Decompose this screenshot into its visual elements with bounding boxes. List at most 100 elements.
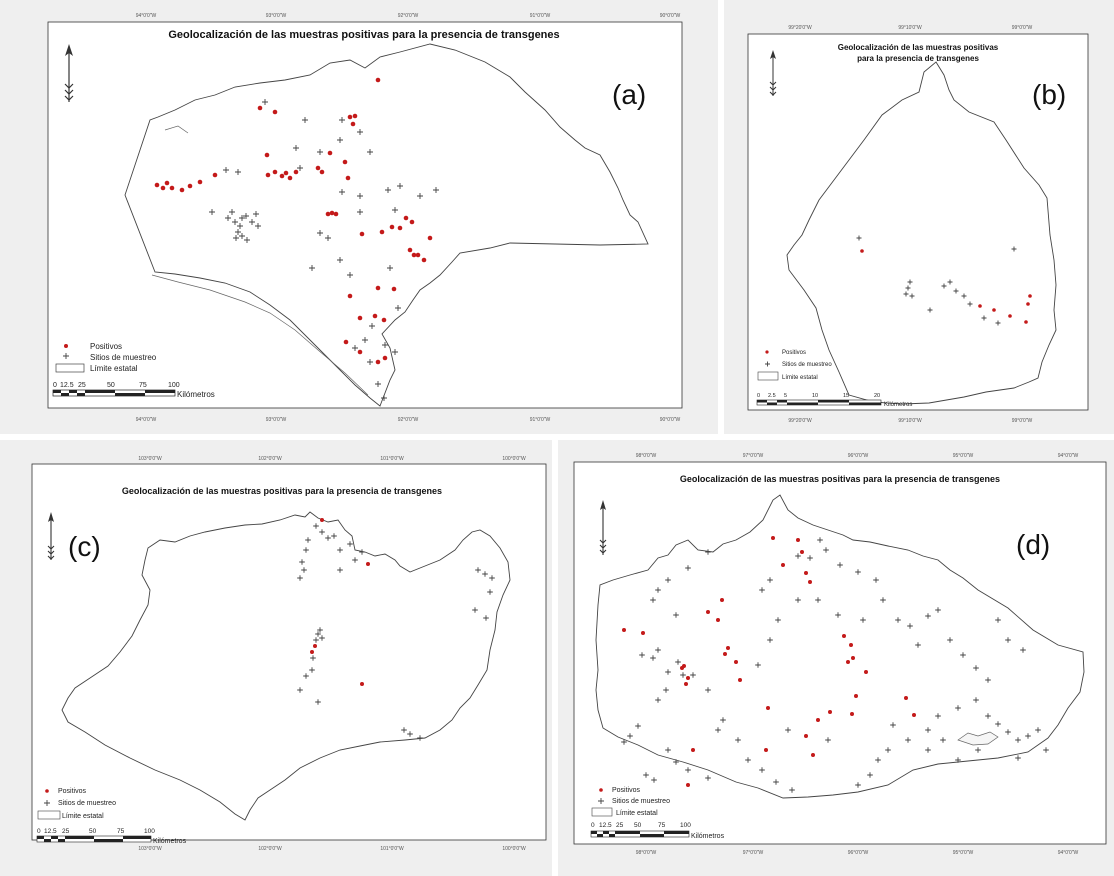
panel-b: Geolocalización de las muestras positiva… <box>724 0 1114 434</box>
sampling-site-marker <box>475 567 481 573</box>
sampling-site-marker <box>309 667 315 673</box>
positive-sample-marker <box>1008 314 1012 318</box>
legend-site-swatch <box>63 353 69 359</box>
scale-unit: Kilómetros <box>153 838 187 845</box>
scale-tick: 50 <box>634 822 642 829</box>
scale-bar: 0 12.5 25 50 75 100 Kilómetros <box>52 382 215 399</box>
sampling-site-marker <box>817 537 823 543</box>
scale-tick: 100 <box>680 822 691 829</box>
north-arrow-icon <box>769 50 777 96</box>
positive-sample-marker <box>389 224 395 230</box>
legend-boundary-label: Límite estatal <box>782 375 818 381</box>
sampling-site-marker <box>925 727 931 733</box>
lon-tick: 95°0'0"W <box>953 850 974 856</box>
sampling-site-marker <box>823 547 829 553</box>
sampling-site-marker <box>735 737 741 743</box>
sampling-site-marker <box>239 215 245 221</box>
scale-tick: 75 <box>658 822 666 829</box>
positive-sample-marker <box>350 121 356 127</box>
sampling-site-marker <box>675 659 681 665</box>
sampling-site-marker <box>995 617 1001 623</box>
lon-tick: 103°0'0"W <box>138 846 162 852</box>
scale-tick: 25 <box>616 822 624 829</box>
positive-sample-marker <box>320 518 324 522</box>
positive-sample-marker <box>796 538 800 542</box>
positive-sample-marker <box>315 165 321 171</box>
sampling-site-marker <box>1025 733 1031 739</box>
sampling-site-marker <box>685 767 691 773</box>
positive-sample-marker <box>723 652 727 656</box>
scale-tick: 0 <box>757 393 760 399</box>
positive-sample-marker <box>372 313 378 319</box>
sampling-site-marker <box>347 272 353 278</box>
sampling-site-marker <box>303 673 309 679</box>
sampling-site-marker <box>663 687 669 693</box>
sampling-site-marker <box>1005 637 1011 643</box>
sampling-site-marker <box>433 187 439 193</box>
legend-boundary-label: Límite estatal <box>90 364 138 373</box>
sampling-site-marker <box>890 722 896 728</box>
legend: Positivos Sitios de muestreo Límite esta… <box>55 342 157 373</box>
sampling-site-marker <box>301 567 307 573</box>
positive-sample-marker <box>357 315 363 321</box>
sampling-site-marker <box>759 767 765 773</box>
positive-sample-marker <box>808 580 812 584</box>
sampling-site-marker <box>297 165 303 171</box>
sampling-site-marker <box>381 395 387 401</box>
sampling-site-marker <box>627 733 633 739</box>
positive-sample-marker <box>716 618 720 622</box>
lon-tick: 98°0'0"W <box>636 850 657 856</box>
sampling-site-marker <box>795 553 801 559</box>
positive-sample-marker <box>154 182 160 188</box>
sampling-site-marker <box>392 349 398 355</box>
sampling-site-marker <box>973 697 979 703</box>
sampling-site-marker <box>907 279 913 285</box>
legend-positive-label: Positivos <box>58 788 87 795</box>
sampling-site-marker <box>655 647 661 653</box>
sampling-site-marker <box>235 169 241 175</box>
sampling-site-marker <box>955 705 961 711</box>
sampling-site-marker <box>981 315 987 321</box>
positive-sample-marker <box>764 748 768 752</box>
positive-sample-marker <box>313 644 317 648</box>
panel-label: (a) <box>612 79 646 110</box>
sampling-site-marker <box>362 337 368 343</box>
positive-sample-marker <box>343 339 349 345</box>
sampling-site-marker <box>397 183 403 189</box>
sampling-site-marker <box>299 559 305 565</box>
positive-sample-marker <box>706 610 710 614</box>
positive-sample-marker <box>397 225 403 231</box>
sampling-site-marker <box>357 209 363 215</box>
sampling-site-marker <box>357 193 363 199</box>
scale-tick: 20 <box>874 393 880 399</box>
sampling-site-marker <box>392 207 398 213</box>
sampling-site-marker <box>635 723 641 729</box>
positive-sample-marker <box>265 172 271 178</box>
legend-positive-swatch <box>45 789 49 793</box>
positive-sample-marker <box>287 175 293 181</box>
lon-tick: 91°0'0"W <box>530 417 551 423</box>
positive-sample-marker <box>272 109 278 115</box>
positive-sample-marker <box>816 718 820 722</box>
sampling-site-marker <box>856 235 862 241</box>
sampling-site-marker <box>310 655 316 661</box>
positive-sample-marker <box>409 219 415 225</box>
sampling-site-marker <box>855 569 861 575</box>
positive-sample-marker <box>421 257 427 263</box>
sampling-site-marker <box>417 735 423 741</box>
sampling-site-marker <box>417 193 423 199</box>
positive-sample-marker <box>345 175 351 181</box>
positive-sample-marker <box>1028 294 1032 298</box>
positive-sample-marker <box>864 670 868 674</box>
panel-a: Geolocalización de las muestras positiva… <box>0 0 718 434</box>
scale-tick: 12.5 <box>599 822 612 829</box>
sampling-site-marker <box>807 555 813 561</box>
sampling-site-marker <box>855 782 861 788</box>
sampling-site-marker <box>720 717 726 723</box>
legend-site-swatch <box>598 798 604 804</box>
sampling-site-marker <box>1020 647 1026 653</box>
sampling-site-marker <box>895 617 901 623</box>
positive-sample-marker <box>212 172 218 178</box>
lon-tick: 94°0'0"W <box>1058 850 1079 856</box>
lon-tick: 99°20'0"W <box>788 25 812 31</box>
